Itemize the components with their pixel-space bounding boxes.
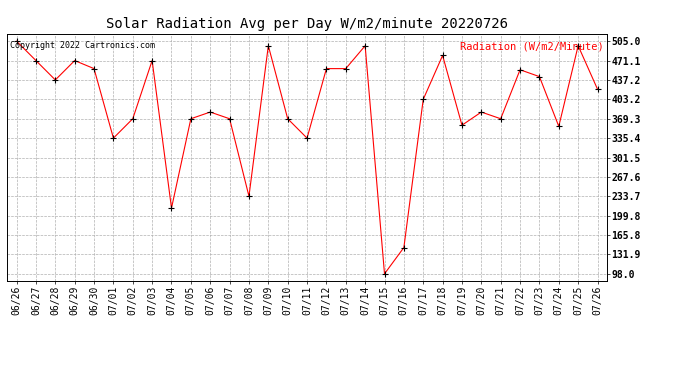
Text: Copyright 2022 Cartronics.com: Copyright 2022 Cartronics.com bbox=[10, 41, 155, 50]
Text: Radiation (W/m2/Minute): Radiation (W/m2/Minute) bbox=[460, 41, 604, 51]
Title: Solar Radiation Avg per Day W/m2/minute 20220726: Solar Radiation Avg per Day W/m2/minute … bbox=[106, 17, 508, 31]
